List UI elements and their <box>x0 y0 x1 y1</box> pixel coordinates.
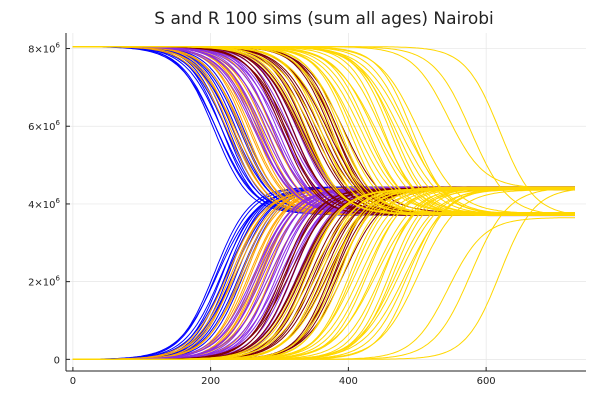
x-tick-label-1: 200 <box>201 376 220 387</box>
y-tick-label-2: 4×106 <box>28 197 60 211</box>
y-axis-ticks: 0 2×106 4×106 6×106 8×106 <box>28 42 70 366</box>
plot-area <box>72 46 576 360</box>
x-axis-ticks: 0 200 400 600 <box>70 367 496 387</box>
series-4-recovered-line-32 <box>72 189 576 360</box>
chart-title: S and R 100 sims (sum all ages) Nairobi <box>154 9 494 29</box>
x-tick-label-0: 0 <box>70 376 76 387</box>
y-tick-label-0: 0 <box>54 355 60 366</box>
axes <box>65 33 586 372</box>
y-tick-label-3: 6×106 <box>28 119 60 133</box>
y-tick-label-1: 2×106 <box>28 275 60 289</box>
series-4-recovered-line-30 <box>72 217 575 360</box>
series-4-susceptible-line-32 <box>72 46 576 215</box>
x-tick-label-2: 400 <box>339 376 358 387</box>
series-4-susceptible-line-30 <box>72 46 575 189</box>
x-tick-label-3: 600 <box>477 376 496 387</box>
y-tick-label-4: 8×106 <box>28 42 60 56</box>
